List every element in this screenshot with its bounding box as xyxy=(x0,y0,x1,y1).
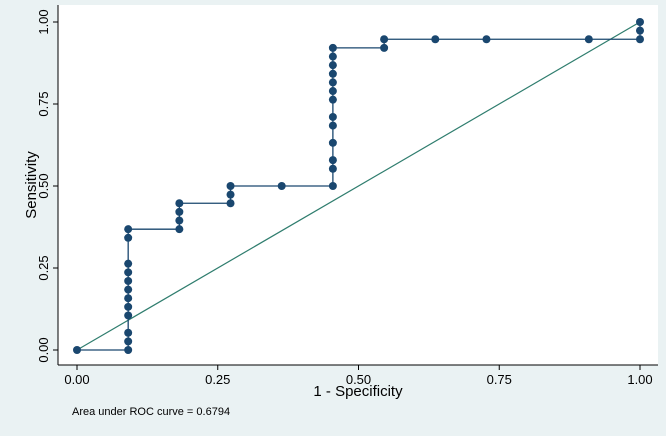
roc-points-layer xyxy=(73,18,644,354)
y-tick-label: 0.75 xyxy=(36,91,51,116)
roc-point xyxy=(124,311,133,320)
x-tick-label: 1.00 xyxy=(627,372,652,387)
roc-point xyxy=(380,35,389,44)
roc-point xyxy=(328,156,337,165)
roc-point xyxy=(328,61,337,70)
roc-point xyxy=(636,35,644,44)
roc-point xyxy=(328,164,337,173)
roc-point xyxy=(124,328,133,337)
roc-point xyxy=(482,35,491,44)
roc-point xyxy=(124,276,133,285)
auc-note: Area under ROC curve = 0.6794 xyxy=(72,406,230,418)
y-tick-label: 0.25 xyxy=(36,255,51,280)
roc-point xyxy=(124,225,133,234)
x-tick-label: 0.00 xyxy=(64,372,89,387)
roc-point xyxy=(328,52,337,61)
roc-point xyxy=(328,43,337,52)
roc-point xyxy=(175,216,184,225)
roc-point xyxy=(328,138,337,147)
x-tick-label: 0.25 xyxy=(205,372,230,387)
roc-point xyxy=(124,259,133,268)
roc-point xyxy=(124,285,133,294)
roc-point xyxy=(175,199,184,208)
plot-area xyxy=(58,5,658,365)
reference-line xyxy=(76,21,641,351)
x-axis-title: 1 - Specificity xyxy=(313,383,403,400)
roc-point xyxy=(124,337,133,346)
roc-point xyxy=(328,95,337,104)
roc-point xyxy=(73,346,81,354)
roc-point xyxy=(328,78,337,87)
roc-point xyxy=(328,182,337,190)
roc-point xyxy=(124,233,133,242)
roc-point xyxy=(124,268,133,277)
roc-point xyxy=(636,18,644,26)
roc-point xyxy=(431,35,440,44)
roc-point xyxy=(584,35,593,44)
roc-point xyxy=(328,121,337,130)
y-tick-label: 0.50 xyxy=(36,173,51,198)
roc-point xyxy=(380,43,389,52)
roc-point xyxy=(277,182,286,190)
roc-point xyxy=(636,26,644,35)
x-axis-ticks: 0.00 0.25 0.50 0.75 1.00 xyxy=(64,365,653,387)
x-tick-label: 0.50 xyxy=(346,372,371,387)
roc-point xyxy=(226,182,235,190)
x-tick-label: 0.75 xyxy=(487,372,512,387)
roc-point xyxy=(328,87,337,96)
roc-point xyxy=(124,346,133,354)
y-tick-label: 0.00 xyxy=(36,337,51,362)
roc-point xyxy=(226,199,235,208)
roc-point xyxy=(175,207,184,216)
roc-point xyxy=(328,69,337,78)
roc-point xyxy=(124,294,133,303)
y-axis-title: Sensitivity xyxy=(23,151,40,219)
y-tick-label: 1.00 xyxy=(36,9,51,34)
roc-point xyxy=(328,112,337,121)
roc-point xyxy=(175,225,184,234)
roc-point xyxy=(226,190,235,199)
roc-point xyxy=(124,302,133,311)
y-axis-ticks: 0.00 0.25 0.50 0.75 1.00 xyxy=(36,9,58,363)
reference-line-layer xyxy=(76,21,641,351)
